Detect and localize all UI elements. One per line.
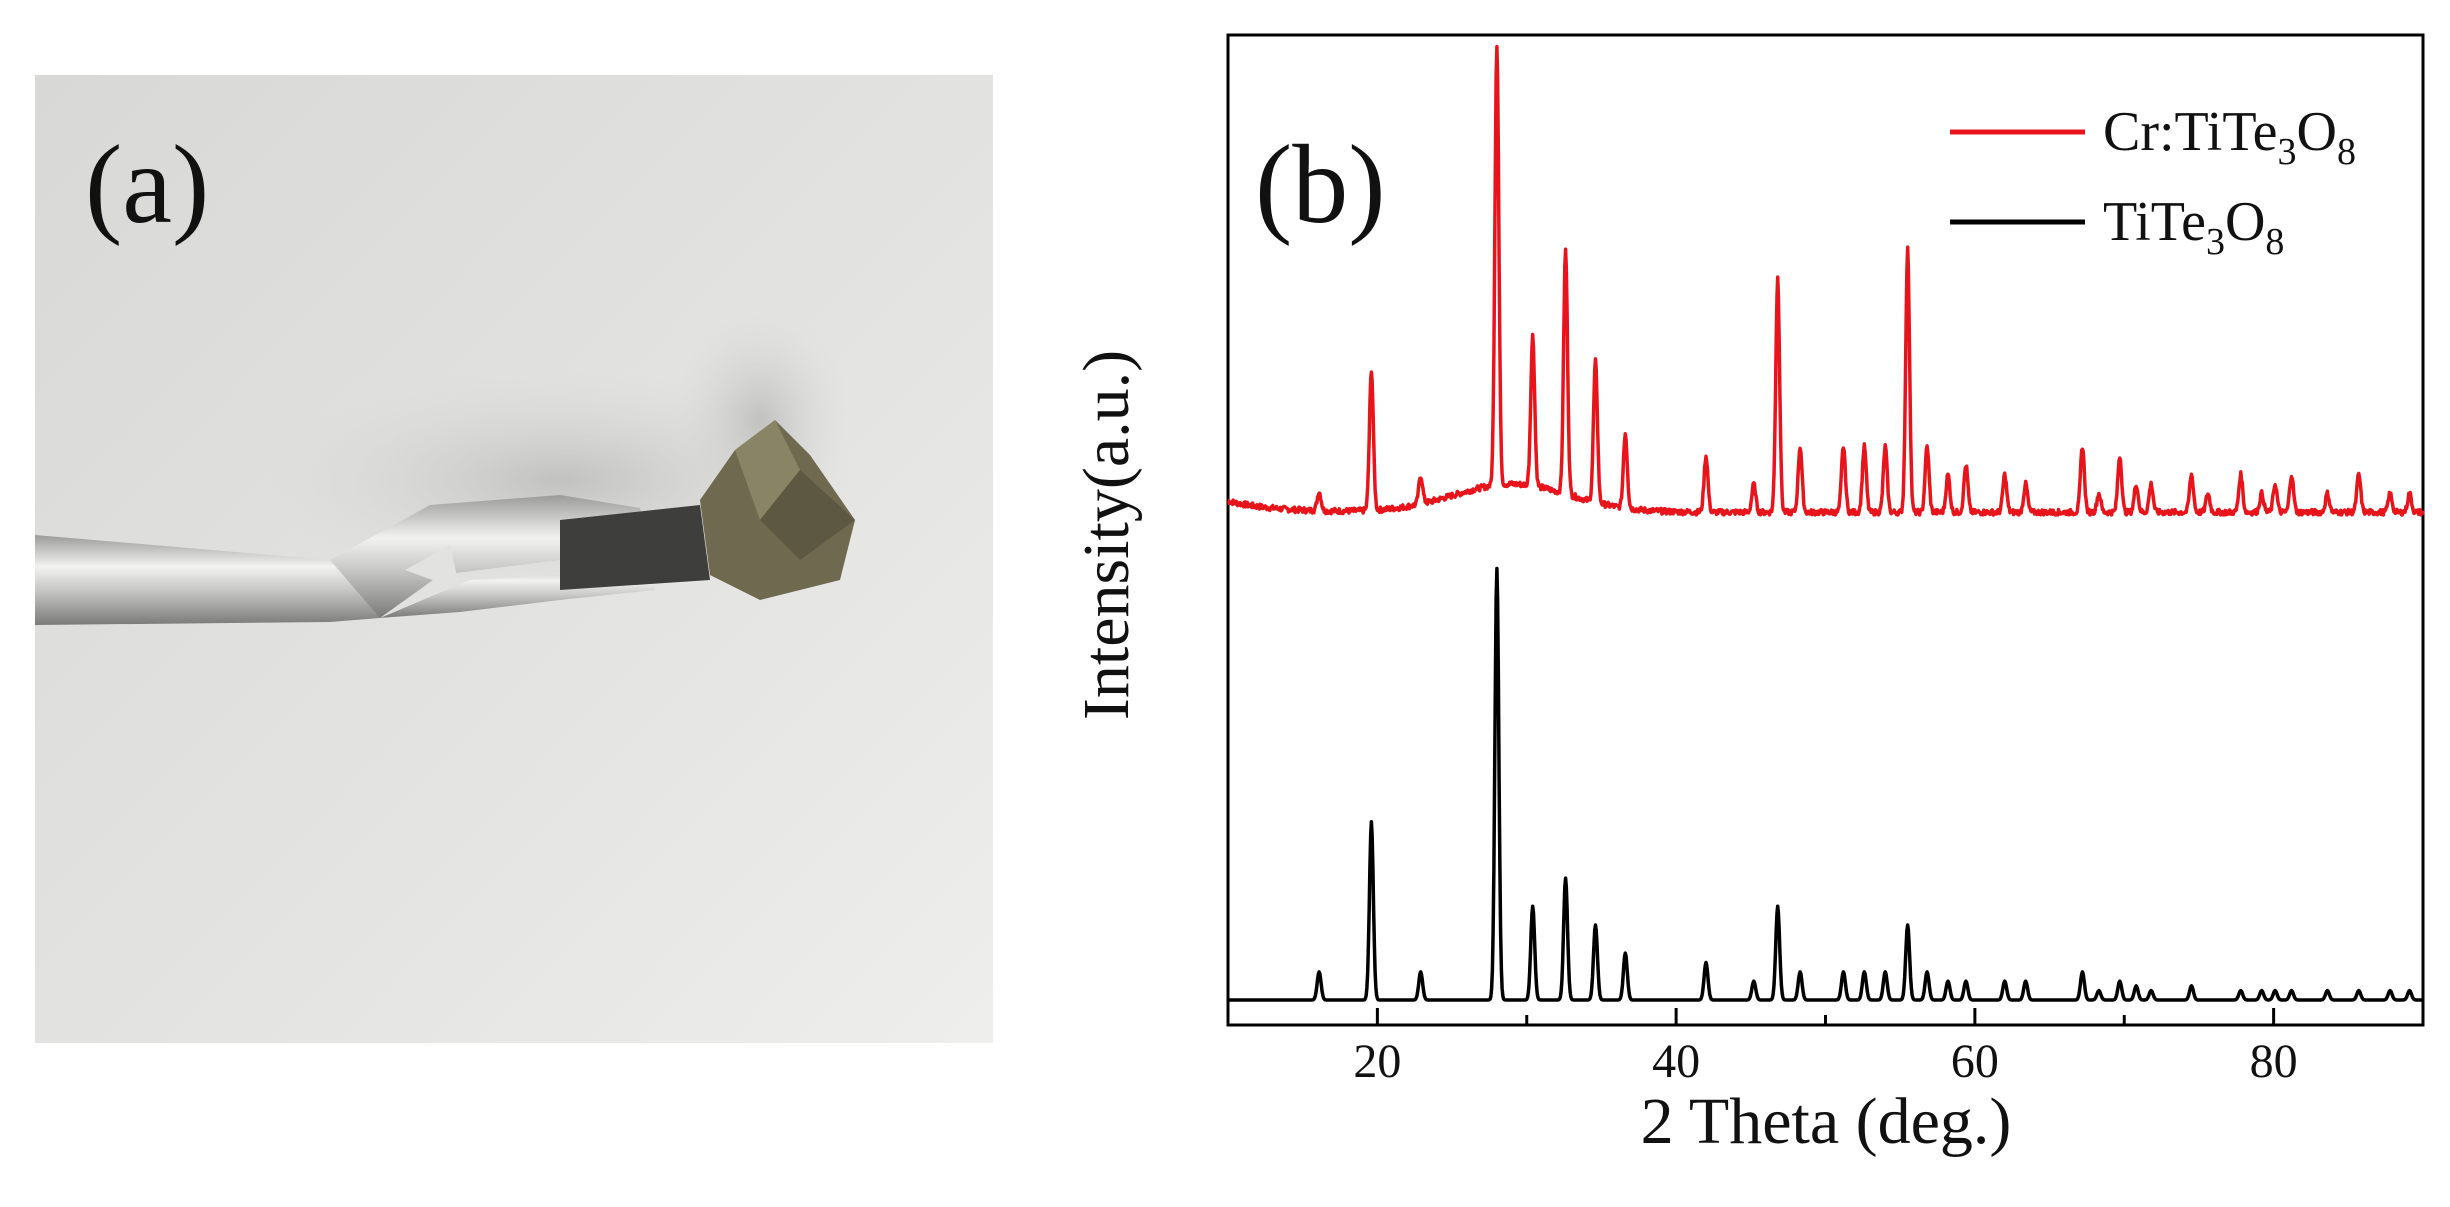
plot-frame bbox=[1226, 33, 2425, 1027]
y-axis-label: Intensity(a.u.) bbox=[1070, 350, 1143, 720]
wire-holder-icon bbox=[35, 495, 710, 625]
x-tick-label: 60 bbox=[1951, 1035, 1999, 1088]
series-layer bbox=[1226, 44, 2425, 1002]
x-tick-label: 20 bbox=[1353, 1035, 1401, 1088]
x-axis-label: 2 Theta (deg.) bbox=[1641, 1085, 2012, 1158]
x-tick-label: 80 bbox=[2250, 1035, 2298, 1088]
panel-a-label: (a) bbox=[85, 123, 209, 247]
series-cr-titeo-line bbox=[1226, 44, 2425, 517]
legend: Cr:TiTe3O8 TiTe3O8 bbox=[1950, 101, 2356, 263]
x-axis-ticks: 20 40 60 80 bbox=[1226, 1008, 2425, 1088]
x-tick-label: 40 bbox=[1652, 1035, 1700, 1088]
panel-b-label: (b) bbox=[1255, 123, 1386, 247]
panel-a: (a) bbox=[35, 75, 993, 1043]
panel-b: 20 40 60 80 (b) 2 Theta (deg.) Intensity(a.… bbox=[1070, 33, 2425, 1158]
crystal-icon bbox=[700, 420, 855, 600]
legend-label-base: TiTe3O8 bbox=[2103, 191, 2284, 263]
legend-label-cr: Cr:TiTe3O8 bbox=[2103, 101, 2356, 173]
series-titeo-line bbox=[1226, 566, 2425, 1002]
